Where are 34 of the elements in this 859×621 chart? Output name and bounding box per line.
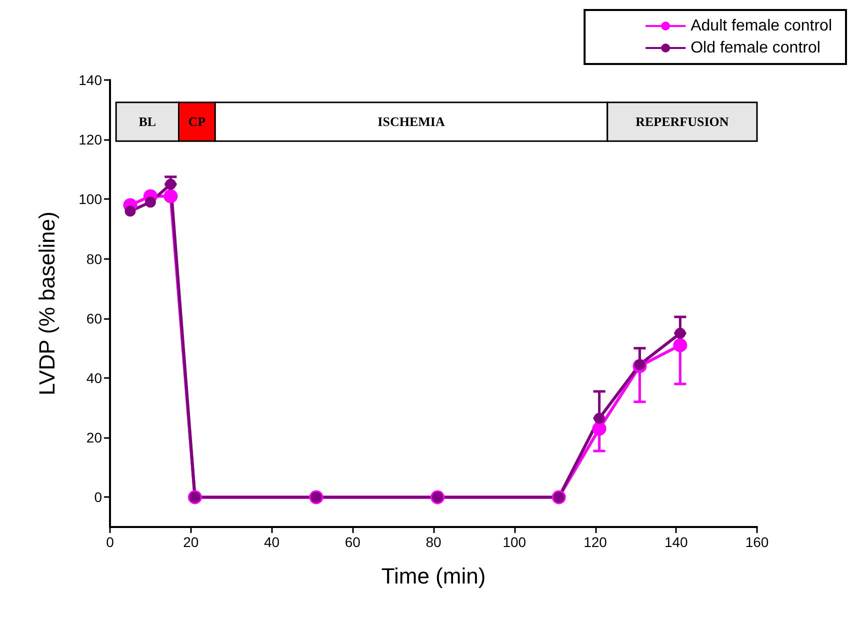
y-tick-label: 100 xyxy=(78,191,102,208)
x-tick-label: 0 xyxy=(106,534,114,550)
x-tick-label: 120 xyxy=(584,534,608,550)
y-tick-label: 40 xyxy=(86,370,102,386)
x-axis-title: Time (min) xyxy=(381,564,486,588)
band-label: REPERFUSION xyxy=(636,114,730,130)
point xyxy=(674,328,686,339)
x-tick-label: 60 xyxy=(344,534,361,550)
point xyxy=(673,338,688,352)
y-tick-label: 140 xyxy=(78,72,102,88)
x-tick-label: 80 xyxy=(426,534,442,550)
band-label: CP xyxy=(188,114,206,130)
band-label: ISCHEMIA xyxy=(378,114,446,130)
y-axis-title: LVDP (% baseline) xyxy=(34,212,60,396)
legend-label: Adult female control xyxy=(690,18,832,34)
point xyxy=(594,412,605,424)
point xyxy=(592,422,606,436)
x-tick-label: 160 xyxy=(745,534,769,550)
y-tick-label: 0 xyxy=(94,489,102,506)
x-tick-label: 140 xyxy=(664,534,688,550)
y-tick-label: 120 xyxy=(78,132,102,148)
y-tick-label: 80 xyxy=(86,250,102,267)
point xyxy=(634,359,646,370)
y-tick-label: 60 xyxy=(86,310,102,326)
point xyxy=(164,189,178,204)
point xyxy=(165,178,176,190)
point xyxy=(144,196,156,208)
legend-label: Old female control xyxy=(690,40,820,56)
y-tick-label: 20 xyxy=(86,430,102,446)
x-tick-label: 40 xyxy=(264,534,280,550)
x-tick-label: 20 xyxy=(183,534,199,550)
point xyxy=(124,206,136,217)
x-tick-label: 100 xyxy=(502,534,526,550)
band-label: BL xyxy=(138,114,156,130)
